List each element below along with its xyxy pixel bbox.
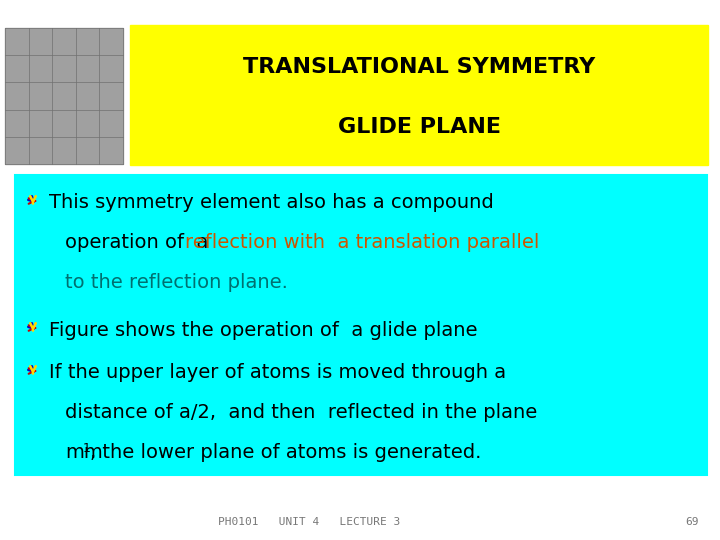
Text: to the reflection plane.: to the reflection plane. bbox=[65, 273, 288, 293]
Text: , the lower plane of atoms is generated.: , the lower plane of atoms is generated. bbox=[89, 443, 481, 462]
Bar bbox=[5, 28, 123, 164]
Text: reflection with  a translation parallel: reflection with a translation parallel bbox=[185, 233, 539, 253]
Text: 1: 1 bbox=[83, 442, 91, 455]
Text: PH0101   UNIT 4   LECTURE 3: PH0101 UNIT 4 LECTURE 3 bbox=[218, 517, 401, 527]
Text: 69: 69 bbox=[685, 517, 698, 527]
Text: mm: mm bbox=[65, 443, 103, 462]
Text: Figure shows the operation of  a glide plane: Figure shows the operation of a glide pl… bbox=[49, 321, 477, 340]
Text: This symmetry element also has a compound: This symmetry element also has a compoun… bbox=[49, 193, 494, 213]
Text: TRANSLATIONAL SYMMETRY: TRANSLATIONAL SYMMETRY bbox=[243, 57, 595, 77]
Bar bbox=[15, 175, 707, 475]
Text: operation of  a: operation of a bbox=[65, 233, 215, 253]
Text: If the upper layer of atoms is moved through a: If the upper layer of atoms is moved thr… bbox=[49, 363, 506, 382]
Text: GLIDE PLANE: GLIDE PLANE bbox=[338, 117, 500, 137]
Text: distance of a/2,  and then  reflected in the plane: distance of a/2, and then reflected in t… bbox=[65, 403, 537, 422]
Bar bbox=[130, 25, 708, 165]
